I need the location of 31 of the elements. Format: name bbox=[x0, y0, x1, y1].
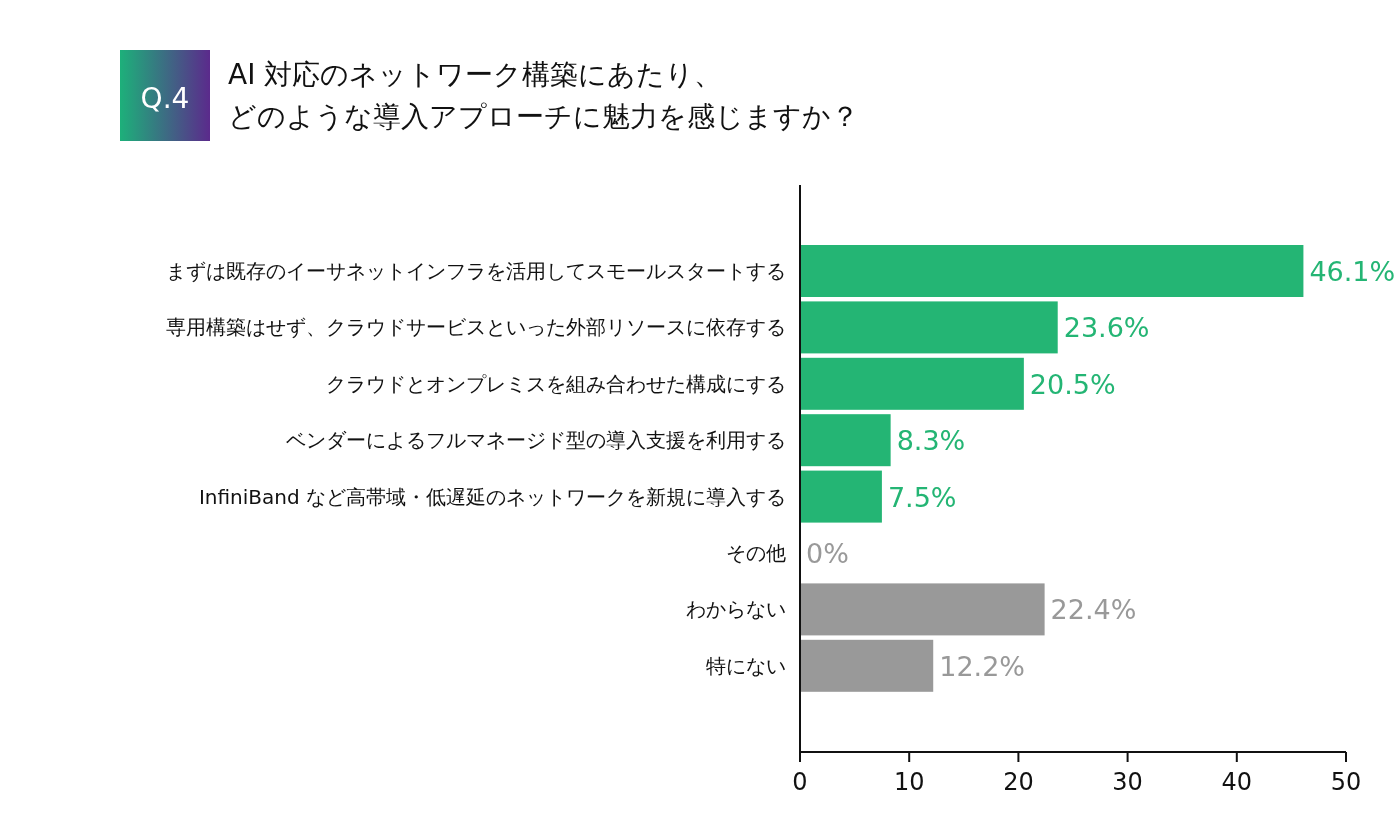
x-tick-label: 20 bbox=[1003, 768, 1034, 796]
x-tick-label: 30 bbox=[1112, 768, 1143, 796]
y-tick-label: InfiniBand など高帯域・低遅延のネットワークを新規に導入する bbox=[198, 484, 786, 509]
y-tick-label: 特にない bbox=[706, 653, 786, 678]
x-tick-label: 50 bbox=[1330, 768, 1362, 796]
bar bbox=[800, 639, 934, 692]
bar bbox=[800, 245, 1304, 297]
y-tick-label: まずは既存のイーサネットインフラを活用してスモールスタートする bbox=[166, 259, 786, 283]
y-tick-label: クラウドとオンプレミスを組み合わせた構成にする bbox=[326, 371, 786, 396]
bar bbox=[800, 357, 1024, 410]
y-tick-label: ベンダーによるフルマネージド型の導入支援を利用する bbox=[286, 428, 786, 453]
y-tick-label: わからない bbox=[686, 597, 786, 622]
data-label: 23.6% bbox=[1063, 312, 1150, 344]
bar bbox=[800, 301, 1058, 354]
x-tick-label: 0 bbox=[792, 768, 808, 796]
x-tick-label: 10 bbox=[893, 768, 925, 796]
bar bbox=[800, 414, 891, 467]
bar bbox=[800, 470, 882, 523]
data-label: 0% bbox=[806, 538, 849, 569]
y-tick-label: その他 bbox=[726, 541, 786, 565]
label-box: Q.4 bbox=[120, 50, 210, 141]
y-tick-label: 専用構築はせず、クラウドサービスといった外部リソースに依存する bbox=[166, 315, 786, 340]
data-label: 8.3% bbox=[896, 425, 966, 457]
data-label: 7.5% bbox=[887, 481, 957, 513]
data-label: 20.5% bbox=[1029, 368, 1116, 400]
data-label: 22.4% bbox=[1050, 594, 1137, 626]
x-tick-label: 40 bbox=[1221, 768, 1253, 796]
data-label: 46.1% bbox=[1309, 256, 1396, 287]
bar bbox=[800, 583, 1045, 636]
data-label: 12.2% bbox=[939, 650, 1026, 682]
text: AI 対応のネットワーク構築にあたり、どのような導入アプローチに魅力を感じますか？ bbox=[228, 58, 859, 133]
